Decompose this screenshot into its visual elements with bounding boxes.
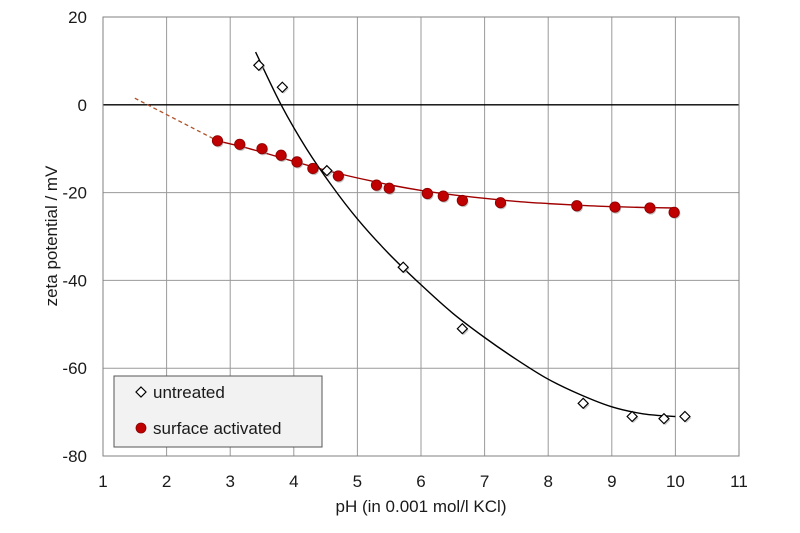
y-tick-label: 20 xyxy=(68,8,87,27)
x-tick-label: 1 xyxy=(98,472,107,491)
surface-activated-point xyxy=(332,170,344,182)
surface-activated-point xyxy=(609,201,621,213)
x-tick-label: 3 xyxy=(225,472,234,491)
untreated-point xyxy=(276,81,289,94)
surface-activated-point xyxy=(383,182,395,194)
tick-labels: 1 2 3 4 5 6 7 8 9 10 11 20 0 -20 -40 -60 -80 xyxy=(62,8,747,491)
x-tick-label: 8 xyxy=(543,472,552,491)
surface-activated-point xyxy=(234,138,246,150)
y-tick-label: -60 xyxy=(62,359,87,378)
x-tick-label: 6 xyxy=(416,472,425,491)
x-tick-label: 7 xyxy=(480,472,489,491)
untreated-fit-line xyxy=(254,51,676,418)
x-tick-label: 11 xyxy=(730,472,748,491)
x-tick-label: 9 xyxy=(607,472,616,491)
untreated-point xyxy=(252,59,265,72)
surface-activated-point xyxy=(370,179,383,191)
x-tick-label: 2 xyxy=(162,472,171,491)
plot-frame xyxy=(102,16,740,457)
x-tick-label: 4 xyxy=(289,472,298,491)
surface-activated-point xyxy=(256,143,268,155)
untreated-point xyxy=(679,410,691,423)
surface-activated-point xyxy=(644,202,656,214)
surface-activated-point xyxy=(275,149,287,161)
surface-activated-point xyxy=(421,187,433,200)
untreated-point xyxy=(626,410,639,423)
untreated-point xyxy=(397,261,410,274)
y-tick-label: -40 xyxy=(62,271,87,290)
x-axis-label: pH (in 0.001 mol/l KCl) xyxy=(335,497,506,516)
legend: untreated surface activated xyxy=(113,375,323,448)
y-tick-label: -20 xyxy=(62,184,87,203)
surface-activated-point xyxy=(437,190,449,202)
surface-activated-point xyxy=(571,200,583,212)
legend-label-surface-activated: surface activated xyxy=(153,419,282,438)
surface-activated-point xyxy=(291,156,303,168)
surface-activated-point xyxy=(668,206,680,218)
surface-activated-point xyxy=(494,197,507,209)
untreated-point xyxy=(321,164,333,177)
legend-marker-untreated xyxy=(135,386,147,398)
legend-box xyxy=(113,375,323,448)
surface-activated-point xyxy=(211,135,224,147)
surface-activated-point xyxy=(307,162,319,175)
x-tick-label: 10 xyxy=(666,472,685,491)
surface-activated-extrapolation-line xyxy=(134,97,218,142)
untreated-point xyxy=(577,397,590,410)
y-tick-label: -80 xyxy=(62,447,87,466)
legend-marker-surface-activated xyxy=(135,422,147,434)
untreated-point xyxy=(658,412,670,425)
surface-activated-point xyxy=(456,194,468,207)
y-axis-label: zeta potential / mV xyxy=(42,165,61,306)
x-tick-label: 5 xyxy=(353,472,362,491)
legend-label-untreated: untreated xyxy=(153,383,225,402)
untreated-point xyxy=(456,322,469,335)
data-points xyxy=(211,59,692,426)
y-tick-label: 0 xyxy=(78,96,87,115)
